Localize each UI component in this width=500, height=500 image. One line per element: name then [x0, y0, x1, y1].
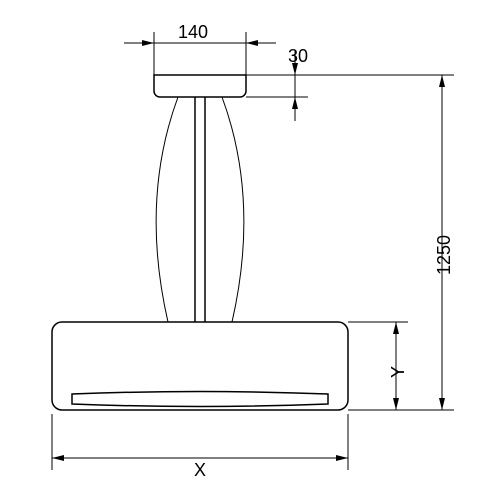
dim-label-shade-height: Y	[388, 366, 408, 378]
diffuser-ring	[72, 392, 328, 407]
dimension-arrow	[393, 398, 399, 410]
technical-drawing: 140 30 1250 Y X	[0, 0, 500, 500]
lamp-shade	[52, 322, 348, 410]
dimension-arrow	[52, 455, 64, 461]
dimension-arrow	[336, 455, 348, 461]
dimension-arrow	[292, 97, 298, 109]
dim-label-overall-height: 1250	[434, 235, 454, 275]
ceiling-mount	[154, 75, 246, 97]
suspension-wire-1	[222, 97, 244, 322]
dimension-arrow	[393, 322, 399, 334]
dimension-arrow	[439, 398, 445, 410]
dimension-arrow	[439, 75, 445, 87]
dimension-arrow	[142, 40, 154, 46]
dim-label-mount-height: 30	[288, 46, 308, 66]
dim-label-shade-width: X	[194, 460, 206, 480]
suspension-wire-0	[156, 97, 178, 322]
dim-label-mount-width: 140	[178, 22, 208, 42]
dimension-arrow	[246, 40, 258, 46]
